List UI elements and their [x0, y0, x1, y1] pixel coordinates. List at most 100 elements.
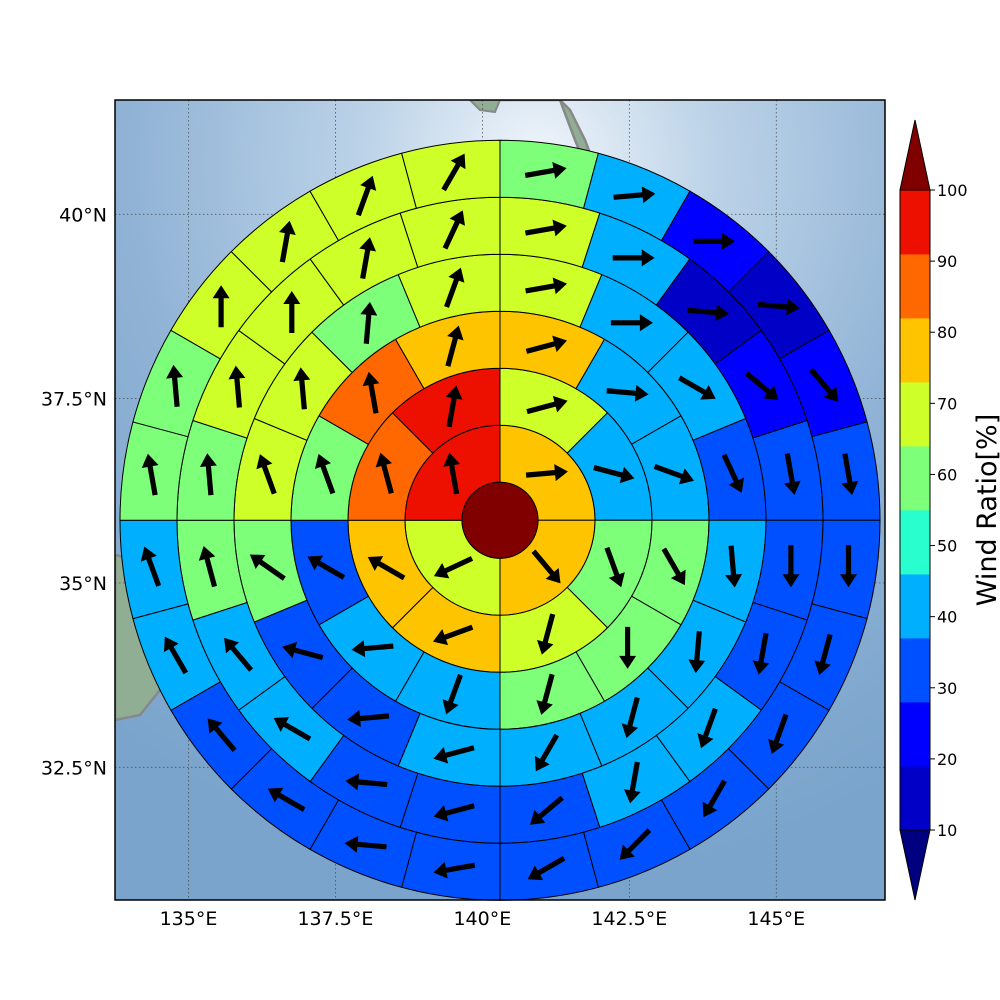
wind-vector-arrow [530, 795, 564, 825]
wind-vector-arrow [283, 291, 301, 333]
wind-vector-arrow [524, 162, 567, 179]
wind-vector-arrow [441, 153, 466, 192]
wind-vector-arrow [527, 856, 566, 881]
wind-vector-arrow [166, 364, 184, 407]
wind-vector-arrow [697, 707, 718, 749]
colorbar-frame [899, 189, 931, 831]
y-tick-label: 40°N [59, 204, 107, 226]
wind-vector-arrow [525, 464, 568, 482]
wind-vector-arrow [293, 367, 311, 410]
wind-vector-arrow [359, 237, 377, 280]
colorbar-segment [900, 318, 930, 383]
colorbar-tick-label: 50 [937, 537, 957, 556]
colorbar-segment [900, 574, 930, 639]
wind-vector-arrow [198, 546, 218, 588]
colorbar-extend-bottom [899, 829, 931, 901]
wind-vector-arrow [526, 395, 568, 415]
x-tick-label: 142.5°E [591, 908, 667, 930]
wind-vector-arrow [140, 546, 162, 587]
wind-vector-arrow [768, 713, 789, 755]
colorbar-segment [900, 510, 930, 575]
wind-vector-arrow [604, 546, 625, 588]
wind-vector-arrow [355, 175, 377, 217]
colorbar-tick-label: 30 [937, 679, 957, 698]
colorbar-tick-label: 40 [937, 608, 957, 627]
colorbar: 10 20 30 40 50 60 70 80 90 100 Wind Ratio[%] [899, 119, 1000, 901]
wind-vector-arrow [445, 325, 464, 367]
wind-vector-arrow [344, 835, 387, 853]
wind-vector-arrow [433, 803, 475, 822]
wind-vector-arrow [531, 549, 561, 584]
wind-vector-arrow [653, 463, 695, 485]
wind-vector-arrow [619, 626, 637, 669]
wind-vector-arrow [345, 773, 388, 791]
colorbar-segment [900, 190, 930, 255]
x-axis-ticks: 135°E 137.5°E 140°E 142.5°E 145°E [160, 908, 806, 930]
wind-vector-arrow [613, 186, 656, 204]
wind-vector-arrow [693, 232, 735, 250]
wind-vector-arrow [445, 385, 463, 428]
wind-vector-arrow [256, 454, 277, 495]
wind-vector-arrow [621, 696, 640, 739]
wind-vector-arrow [432, 624, 474, 646]
wind-vectors [140, 153, 859, 881]
colorbar-tick-label: 90 [937, 252, 957, 271]
wind-vector-arrow [141, 453, 159, 496]
wind-vector-arrow [360, 301, 378, 344]
colorbar-tick-label: 100 [937, 181, 968, 200]
wind-vector-arrow [744, 371, 779, 401]
wind-vector-arrow [702, 779, 727, 818]
wind-vector-arrow [442, 673, 463, 715]
x-tick-label: 145°E [747, 908, 805, 930]
wind-vector-arrow [282, 641, 324, 661]
colorbar-segment [900, 702, 930, 767]
sector-cell [401, 831, 501, 901]
wind-vector-arrow [433, 745, 475, 764]
wind-vector-arrow [375, 452, 394, 494]
wind-vector-arrow [433, 556, 474, 579]
colorbar-segment [900, 254, 930, 319]
y-tick-label: 37.5°N [41, 389, 107, 411]
colorbar-extend-top [899, 119, 931, 191]
wind-vector-arrow [444, 267, 465, 308]
colorbar-tick-label: 70 [937, 394, 957, 413]
land-hokkaido-tip [468, 100, 502, 114]
y-tick-label: 32.5°N [41, 757, 107, 779]
map-axes: 135°E 137.5°E 140°E 142.5°E 145°E 40°N 37.5°N… [41, 99, 886, 930]
colorbar-tick-label: 60 [937, 465, 957, 484]
colorbar-tick-label: 80 [937, 323, 957, 342]
colorbar-tick-label: 10 [937, 821, 957, 840]
wind-vector-arrow [840, 545, 857, 588]
wind-vector-arrow [351, 640, 394, 658]
wind-vector-arrow [442, 210, 465, 250]
wind-vector-arrow [610, 314, 653, 332]
wind-vector-arrow [534, 733, 560, 772]
wind-vector-arrow [212, 285, 230, 328]
wind-vector-arrow [782, 545, 800, 588]
wind-vector-arrow [367, 556, 406, 581]
map-frame [114, 99, 886, 901]
wind-vector-arrow [809, 368, 839, 402]
wind-vector-arrow [314, 453, 336, 495]
wind-vector-arrow [279, 220, 296, 263]
wind-vector-arrow [433, 861, 476, 879]
wind-vector-arrow [841, 453, 859, 496]
wind-vector-arrow [224, 637, 254, 672]
y-tick-label: 35°N [59, 573, 107, 595]
colorbar-segment [900, 766, 930, 831]
wind-vector-arrow [199, 453, 217, 496]
wind-vector-arrow [163, 636, 189, 675]
wind-vector-arrow [814, 633, 833, 676]
wind-vector-arrow [228, 365, 246, 408]
wind-vector-arrow [249, 554, 286, 581]
wind-vector-arrow [362, 371, 380, 414]
wind-vector-arrow [687, 304, 730, 322]
wind-vector-arrow [347, 710, 390, 727]
wind-vector-arrow [606, 384, 649, 402]
sector-rings [119, 139, 881, 901]
wind-vector-arrow [307, 555, 346, 580]
wind-vector-arrow [593, 465, 635, 484]
wind-vector-arrow [525, 335, 567, 354]
wind-vector-arrow [661, 547, 686, 586]
